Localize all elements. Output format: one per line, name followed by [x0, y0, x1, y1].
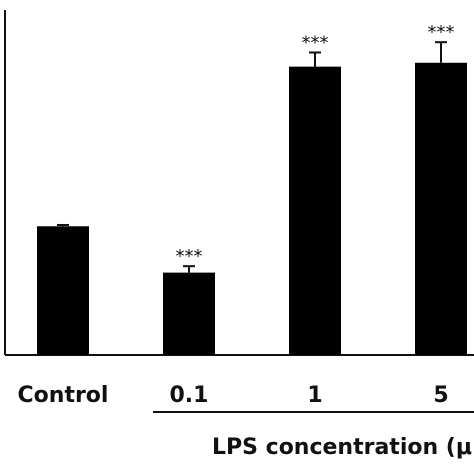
x-tick-label-0-1: 0.1: [170, 383, 209, 408]
significance-label-0-1: ***: [176, 246, 203, 267]
x-tick-labels: Control 0.1 1 5: [18, 383, 449, 408]
x-tick-label-5: 5: [433, 383, 448, 408]
significance-label-1: ***: [302, 32, 329, 53]
x-axis-group-label: LPS concentration (μ: [212, 435, 472, 460]
x-tick-label-1: 1: [307, 383, 322, 408]
significance-label-5: ***: [428, 22, 455, 43]
bar-series: *** *** ***: [37, 22, 467, 356]
bar-5: [415, 62, 467, 356]
x-tick-label-control: Control: [18, 383, 109, 408]
bar-control: [37, 226, 89, 355]
bar-1: [289, 66, 341, 356]
bar-0-1: [163, 272, 215, 355]
